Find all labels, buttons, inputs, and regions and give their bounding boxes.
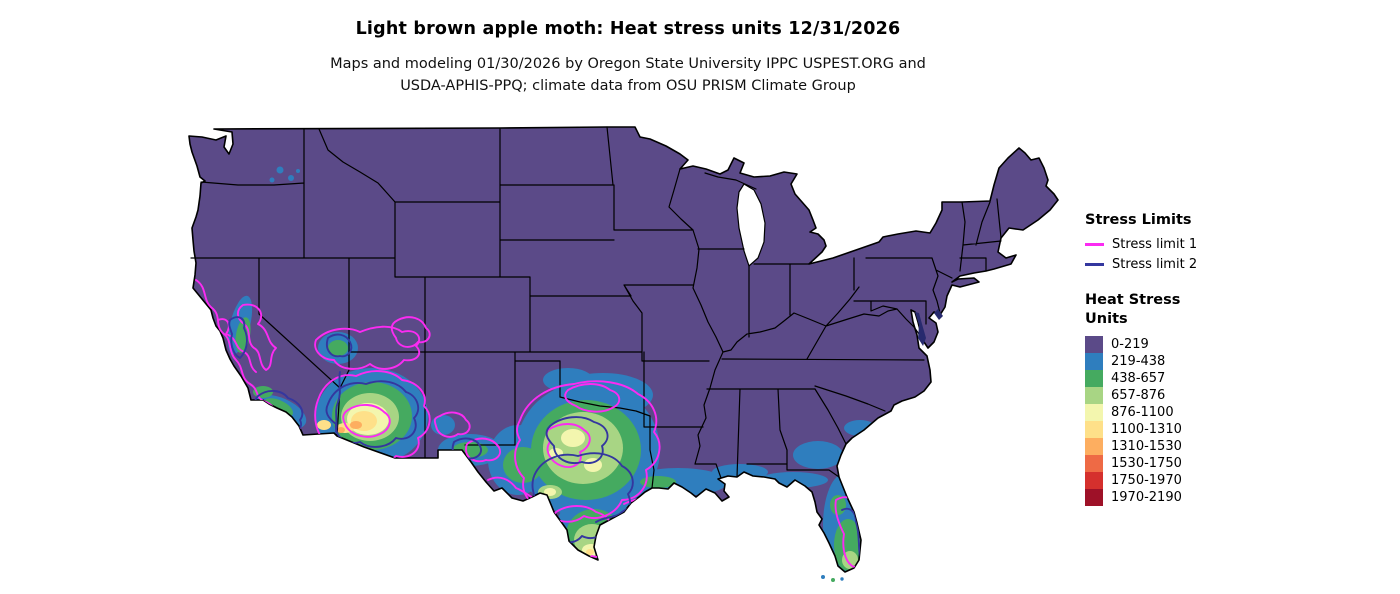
heat-class-label-1: 219-438: [1111, 354, 1166, 369]
legend-item-heat-class-8: 1750-1970: [1085, 472, 1235, 489]
legend-item-heat-class-2: 438-657: [1085, 370, 1235, 387]
legend-item-heat-class-6: 1310-1530: [1085, 438, 1235, 455]
stress-limit-2-label: Stress limit 2: [1112, 256, 1198, 272]
heat-class-label-8: 1750-1970: [1111, 473, 1182, 488]
lake-michigan: [736, 183, 766, 268]
heat-class-swatch-9: [1085, 489, 1103, 506]
heat-class-label-9: 1970-2190: [1111, 490, 1182, 505]
florida-keys: [821, 575, 844, 582]
heat-class-label-0: 0-219: [1111, 337, 1149, 352]
subtitle-line-2: USDA-APHIS-PPQ; climate data from OSU PR…: [400, 78, 856, 94]
us-map: [188, 118, 1060, 588]
legend-item-heat-class-9: 1970-2190: [1085, 489, 1235, 506]
legend-item-heat-class-1: 219-438: [1085, 353, 1235, 370]
heat-units-title: Heat Stress Units: [1085, 291, 1235, 329]
stress-limits-title: Stress Limits: [1085, 212, 1192, 228]
us-map-svg: [188, 126, 1059, 582]
heat-class-swatch-3: [1085, 387, 1103, 404]
state-borders: [190, 126, 1002, 489]
heat-class-label-5: 1100-1310: [1111, 422, 1182, 437]
estuaries: [915, 309, 943, 346]
stress-limit-2-line-swatch: [1085, 262, 1104, 266]
heat-units-title-line-2: Units: [1085, 311, 1128, 327]
heat-class-swatch-7: [1085, 455, 1103, 472]
subtitle-line-1: Maps and modeling 01/30/2026 by Oregon S…: [330, 56, 926, 72]
delaware-bay: [934, 309, 943, 320]
heat-class-swatch-1: [1085, 353, 1103, 370]
heat-class-swatch-8: [1085, 472, 1103, 489]
chesapeake-bay: [915, 312, 926, 346]
page-title: Light brown apple moth: Heat stress unit…: [355, 19, 901, 39]
legend-item-heat-class-5: 1100-1310: [1085, 421, 1235, 438]
stress-limit-1-line-swatch: [1085, 242, 1104, 246]
legend-item-heat-class-4: 876-1100: [1085, 404, 1235, 421]
heat-class-swatch-2: [1085, 370, 1103, 387]
heat-class-swatch-6: [1085, 438, 1103, 455]
heat-class-label-4: 876-1100: [1111, 405, 1174, 420]
legend-item-stress-limit-1: Stress limit 1: [1085, 236, 1235, 252]
heat-region-1310-1530: [337, 421, 362, 433]
legend-item-heat-class-7: 1530-1750: [1085, 455, 1235, 472]
heat-units-title-line-1: Heat Stress: [1085, 292, 1181, 308]
legend-item-heat-class-0: 0-219: [1085, 336, 1235, 353]
stress-limit-1-label: Stress limit 1: [1112, 236, 1198, 252]
heat-class-swatch-0: [1085, 336, 1103, 353]
heat-class-swatch-5: [1085, 421, 1103, 438]
heat-class-swatch-4: [1085, 404, 1103, 421]
legend: Stress Limits Stress limit 1 Stress limi…: [1085, 212, 1235, 506]
legend-item-stress-limit-2: Stress limit 2: [1085, 256, 1235, 272]
heat-class-label-7: 1530-1750: [1111, 456, 1182, 471]
legend-item-heat-class-3: 657-876: [1085, 387, 1235, 404]
heat-class-label-3: 657-876: [1111, 388, 1166, 403]
heat-class-label-2: 438-657: [1111, 371, 1166, 386]
heat-class-label-6: 1310-1530: [1111, 439, 1182, 454]
